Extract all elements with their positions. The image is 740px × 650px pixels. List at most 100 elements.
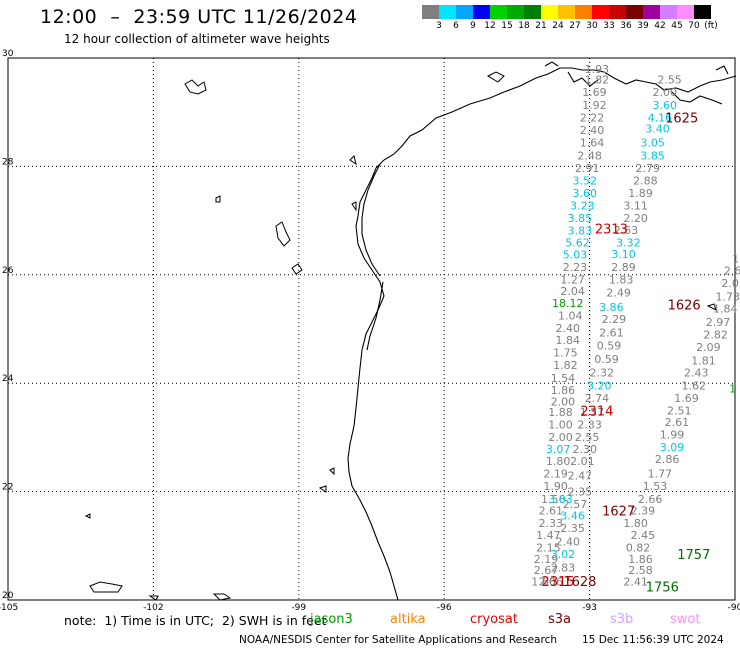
legend-altika: altika xyxy=(390,612,426,627)
x-tick-label: -102 xyxy=(143,603,163,613)
wave-height-value: 2.61 xyxy=(539,505,564,518)
wave-height-value: 3.52 xyxy=(573,174,598,187)
wave-height-value: 2.82 xyxy=(703,328,728,341)
wave-height-value: 2.23 xyxy=(563,261,588,274)
pass-time-label: 2315 xyxy=(542,575,575,590)
wave-height-value: 1.80 xyxy=(623,517,648,530)
color-scale-label: 39 xyxy=(637,21,649,31)
color-scale-swatch xyxy=(507,5,524,19)
wave-height-value: 2.66 xyxy=(539,576,564,589)
wave-height-value: 2.00 xyxy=(652,86,677,99)
coastline xyxy=(347,61,737,601)
wave-height-value: 2.09 xyxy=(696,341,721,354)
legend-jason3: jason3 xyxy=(310,612,353,627)
x-tick-label: -90 xyxy=(728,603,740,613)
color-scale-swatch xyxy=(473,5,490,19)
wave-height-value: 1.99 xyxy=(660,429,685,442)
legend-s3b: s3b xyxy=(610,612,634,627)
chart-subtitle: 12 hour collection of altimeter wave hei… xyxy=(64,32,330,46)
color-scale-swatch xyxy=(524,5,541,19)
y-tick-label: 26 xyxy=(2,266,14,276)
chart-title: 12:00 – 23:59 UTC 11/26/2024 xyxy=(40,6,358,28)
color-scale-label: 27 xyxy=(569,21,581,31)
wave-height-value: 3.20 xyxy=(587,379,612,392)
legend-swot: swot xyxy=(670,612,701,627)
wave-height-value: 3.23 xyxy=(570,199,595,212)
footer-timestamp: 15 Dec 11:56:39 UTC 2024 xyxy=(582,634,724,646)
x-tick-label: -105 xyxy=(0,603,18,613)
wave-height-value: 2.83 xyxy=(551,561,576,574)
wave-height-value: 2.86 xyxy=(655,453,680,466)
wave-height-value: 1.81 xyxy=(691,354,716,367)
wave-height-value: 1.56 xyxy=(541,493,566,506)
wave-height-value: 2.55 xyxy=(575,431,600,444)
color-scale-label: 33 xyxy=(603,21,615,31)
pass-time-label: 1757 xyxy=(677,548,710,563)
wave-height-value: 1.54 xyxy=(551,372,576,385)
wave-height-value: 2.32 xyxy=(589,366,614,379)
pass-time-label: 2313 xyxy=(595,223,628,238)
wave-height-value: 1.73 xyxy=(715,290,740,303)
wave-height-value: 1.90 xyxy=(543,480,568,493)
pass-time-label: 1627 xyxy=(602,505,635,520)
x-tick-label: -99 xyxy=(291,603,306,613)
wave-height-value: 2.61 xyxy=(665,416,690,429)
pass-time-label: 1756 xyxy=(646,580,679,595)
wave-height-value: 0.82 xyxy=(626,541,651,554)
legend-cryosat: cryosat xyxy=(470,612,518,627)
wave-height-value: 3.02 xyxy=(551,548,576,561)
color-scale-label: 6 xyxy=(453,21,459,31)
wave-height-observations: 1.931.821.691.922.222.401.642.482.913.52… xyxy=(531,63,740,589)
wave-height-color-scale: 3 6 9 12 15 18 21 24 27 30 33 36 39 42 45 70 (ft) xyxy=(422,5,718,33)
footer-credit: NOAA/NESDIS Center for Satellite Applica… xyxy=(239,634,557,646)
wave-height-value: 1.93 xyxy=(585,63,610,76)
wave-height-value: 0.59 xyxy=(597,339,622,352)
wave-height-value: 1.37 xyxy=(580,406,605,419)
wave-height-value: 2.97 xyxy=(706,316,731,329)
wave-height-value: 1.69 xyxy=(674,392,699,405)
wave-height-value: 2.47 xyxy=(568,469,593,482)
pass-time-label: 2314 xyxy=(580,404,613,419)
wave-height-value: 3.05 xyxy=(640,137,665,150)
wave-height-value: 1.83 xyxy=(609,274,634,287)
wave-height-value: 2.6 xyxy=(724,264,740,277)
x-tick-labels: -105 -102 -99 -96 -93 -90 xyxy=(0,603,740,613)
inland-water-bodies xyxy=(184,71,717,493)
wave-height-value: 1.62 xyxy=(682,379,707,392)
wave-height-value: 3.11 xyxy=(623,199,648,212)
wave-height-value: 2.30 xyxy=(573,443,598,456)
wave-height-value: 2.40 xyxy=(556,322,581,335)
wave-height-value: 3.40 xyxy=(645,122,670,135)
map-frame xyxy=(7,57,736,601)
wave-height-value: 3.60 xyxy=(573,187,598,200)
wave-height-value: 2.45 xyxy=(631,529,656,542)
wave-height-value: 3.60 xyxy=(652,99,677,112)
wave-height-value: 1.47 xyxy=(536,529,561,542)
color-scale-swatch xyxy=(575,5,592,19)
color-scale-swatch xyxy=(439,5,456,19)
color-scale-swatch xyxy=(677,5,694,19)
wave-height-value: 2.00 xyxy=(548,431,573,444)
wave-height-value: 3.10 xyxy=(611,248,636,261)
wave-height-value: 2.61 xyxy=(599,326,624,339)
wave-height-value: 2.57 xyxy=(563,498,588,511)
wave-height-value: 2.04 xyxy=(560,285,585,298)
y-tick-labels: 30 28 26 24 22 20 xyxy=(2,49,14,601)
color-scale-label: 12 xyxy=(484,21,496,31)
wave-height-value: 2.55 xyxy=(657,74,682,87)
wave-height-value: 2.40 xyxy=(556,535,581,548)
color-scale-swatch xyxy=(660,5,677,19)
color-scale-label: 30 xyxy=(586,21,598,31)
wave-height-value: 2.35 xyxy=(568,486,593,499)
wave-height-value: 1.75 xyxy=(553,346,578,359)
wave-height-value: 2.58 xyxy=(628,564,653,577)
color-scale-swatches xyxy=(422,5,711,19)
wave-height-value: 3.09 xyxy=(660,441,685,454)
pass-time-label: 1628 xyxy=(563,575,596,590)
color-scale-label: 21 xyxy=(535,21,547,31)
wave-height-value: 3.85 xyxy=(640,150,665,163)
y-tick-label: 28 xyxy=(2,157,14,167)
wave-height-value: 2.88 xyxy=(633,174,658,187)
